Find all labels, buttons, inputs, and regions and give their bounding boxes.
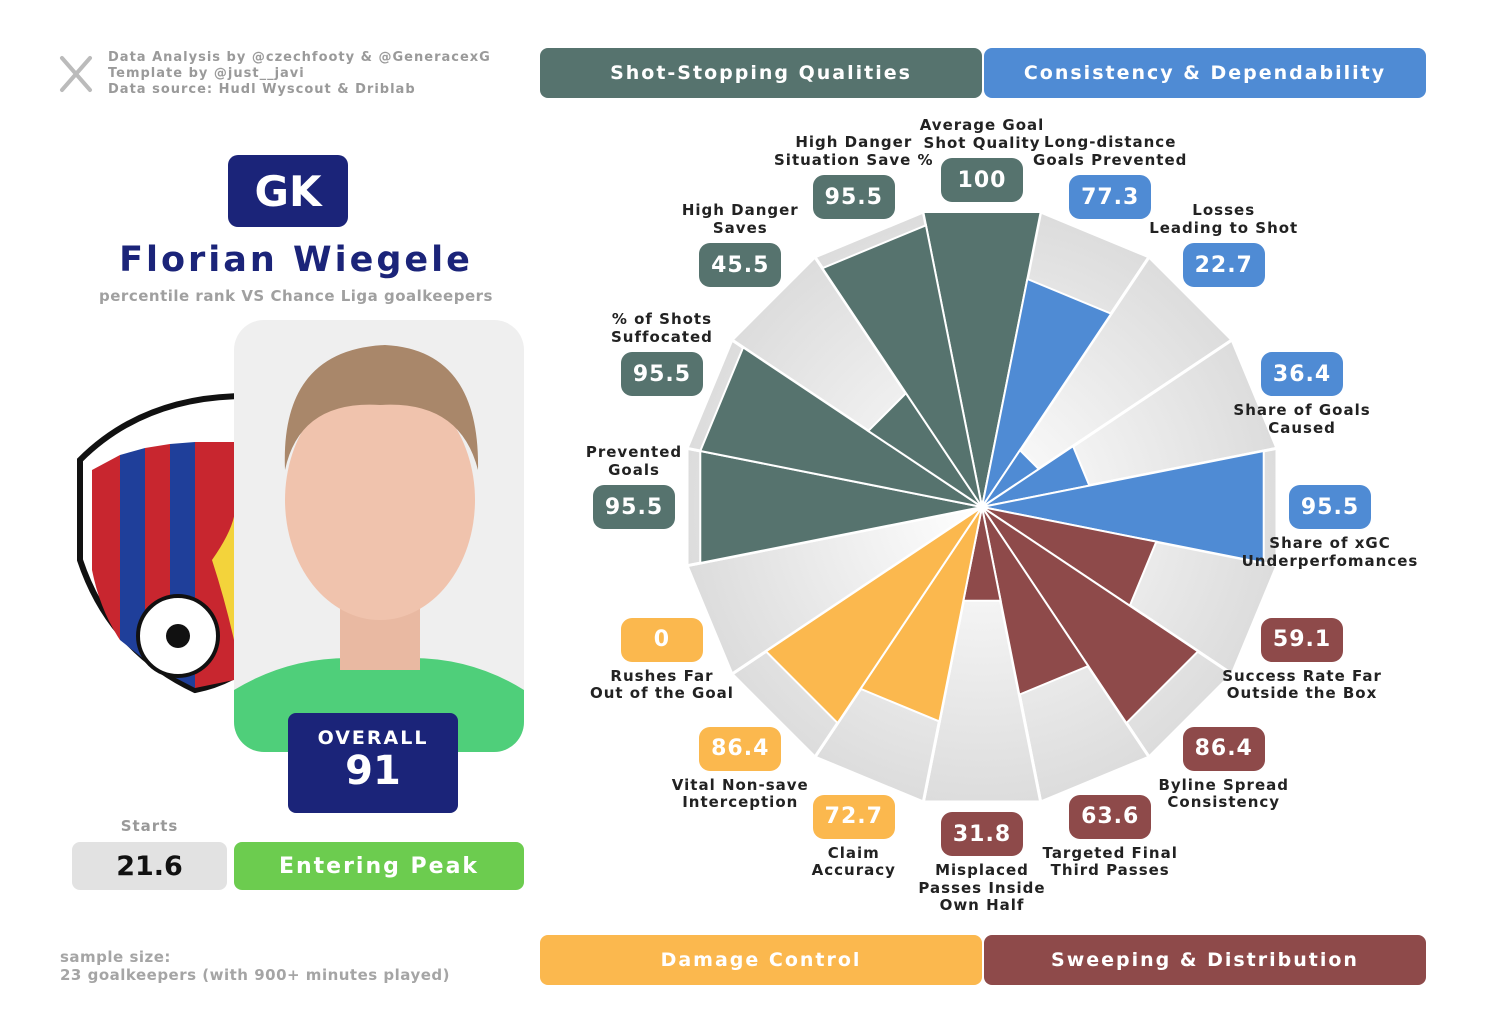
- starts-value: 21.6: [72, 842, 227, 890]
- value-label: 100: [941, 158, 1023, 202]
- credit-line: Template by @just__javi: [108, 66, 305, 81]
- career-status: Entering Peak: [234, 842, 524, 890]
- value-label: 63.6: [1069, 794, 1152, 839]
- overall-label: OVERALL: [317, 727, 429, 749]
- category-label: Losses Leading to Shot: [1149, 201, 1299, 237]
- category-label: High Danger Saves: [681, 201, 799, 237]
- position-badge: GK: [228, 155, 348, 227]
- category-label: Rushes Far Out of the Goal: [589, 666, 734, 703]
- category-label: High Danger Situation Save %: [774, 133, 934, 169]
- slice: [698, 345, 983, 508]
- value-label: 22.7: [1182, 243, 1265, 288]
- category-label: Success Rate Far Outside the Box: [1222, 666, 1382, 703]
- overall-box: OVERALL 91: [288, 713, 458, 813]
- club-crest: [77, 393, 234, 694]
- slice: [981, 277, 1113, 508]
- slice: [820, 223, 983, 508]
- value-label: 59.1: [1261, 617, 1344, 662]
- value-label: 95.5: [1289, 485, 1371, 529]
- x-logo: [60, 56, 92, 92]
- legend-entry: Damage Control: [540, 935, 982, 985]
- subtitle: percentile rank VS Chance Liga goalkeepe…: [99, 287, 493, 305]
- value-label: 36.4: [1261, 352, 1344, 397]
- legend-entry: Consistency & Dependability: [984, 48, 1426, 98]
- category-label: Share of Goals Caused: [1233, 401, 1371, 437]
- category-label: Vital Non-save Interception: [671, 775, 809, 812]
- credit-line: Data Analysis by @czechfooty & @Generace…: [108, 50, 491, 65]
- value-label: 95.5: [593, 485, 675, 529]
- legend-entry: Shot-Stopping Qualities: [540, 48, 982, 98]
- value-label: 45.5: [699, 243, 782, 288]
- value-label: 72.7: [812, 794, 895, 839]
- value-label: 0: [620, 617, 703, 662]
- value-label: 95.5: [812, 175, 895, 220]
- credit-line: Data source: Hudl Wyscout & Driblab: [108, 82, 416, 97]
- footnote: sample size: 23 goalkeepers (with 900+ m…: [60, 948, 451, 984]
- player-name: Florian Wiegele: [119, 240, 473, 280]
- overall-value: 91: [345, 748, 401, 794]
- player-photo: [234, 320, 524, 752]
- category-label: Misplaced Passes Inside Own Half: [918, 861, 1046, 914]
- legend-entry: Sweeping & Distribution: [984, 935, 1426, 985]
- slice: [764, 506, 983, 725]
- value-label: 31.8: [941, 812, 1023, 856]
- category-label: Prevented Goals: [585, 443, 683, 479]
- category-label: Claim Accuracy: [811, 843, 896, 880]
- category-label: Share of xGC Underperfomances: [1241, 534, 1419, 570]
- value-label: 86.4: [1182, 726, 1265, 771]
- value-label: 95.5: [620, 352, 703, 397]
- starts-label: Starts: [120, 817, 179, 835]
- category-label: Byline Spread Consistency: [1158, 775, 1289, 812]
- value-label: 77.3: [1069, 175, 1152, 220]
- category-label: % of Shots Suffocated: [610, 310, 713, 346]
- value-label: 86.4: [699, 726, 782, 771]
- category-label: Long-distance Goals Prevented: [1033, 133, 1188, 169]
- category-label: Targeted Final Third Passes: [1042, 843, 1178, 880]
- category-label: Average Goal Shot Quality: [919, 116, 1045, 152]
